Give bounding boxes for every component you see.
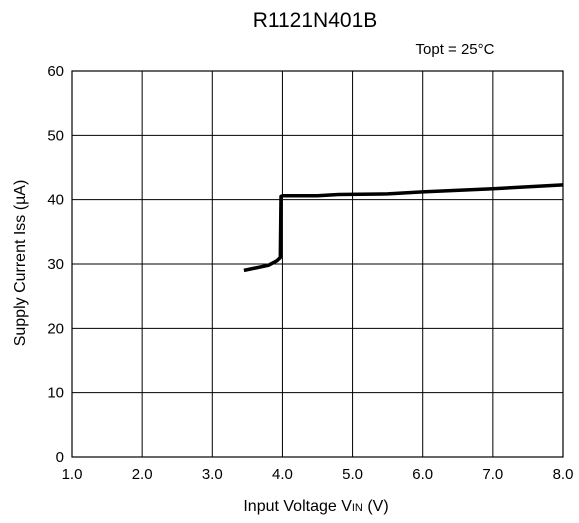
y-tick-label: 10: [47, 385, 64, 402]
x-axis-ticks: 1.0 2.0 3.0 4.0 5.0 6.0 7.0 8.0: [62, 466, 574, 483]
x-axis-label-sub: IN: [352, 502, 363, 514]
y-tick-label: 40: [47, 192, 64, 209]
y-tick-label: 20: [47, 320, 64, 337]
y-tick-label: 50: [47, 127, 64, 144]
x-tick-label: 1.0: [62, 466, 83, 483]
chart-condition: Topt = 25°C: [416, 41, 495, 58]
series-group: [243, 183, 564, 273]
y-tick-label: 30: [47, 256, 64, 273]
x-axis-label-main: Input Voltage V: [243, 498, 352, 515]
y-axis-ticks: 0 10 20 30 40 50 60: [47, 63, 64, 466]
series-line-0: [243, 183, 564, 273]
x-tick-label: 4.0: [272, 466, 293, 483]
x-tick-label: 2.0: [132, 466, 153, 483]
grid: [71, 70, 564, 458]
x-tick-label: 5.0: [342, 466, 363, 483]
chart-title: R1121N401B: [253, 9, 378, 32]
x-tick-label: 8.0: [553, 466, 574, 483]
x-tick-label: 3.0: [202, 466, 223, 483]
y-tick-label: 60: [47, 63, 64, 80]
plot-frame: [71, 70, 564, 458]
x-axis-label: Input Voltage VIN (V): [243, 498, 388, 515]
x-tick-label: 7.0: [482, 466, 503, 483]
x-tick-label: 6.0: [412, 466, 433, 483]
y-tick-label: 0: [56, 449, 64, 466]
y-axis-label: Supply Current Iss (µA): [12, 180, 29, 347]
x-axis-label-unit: (V): [363, 498, 389, 515]
